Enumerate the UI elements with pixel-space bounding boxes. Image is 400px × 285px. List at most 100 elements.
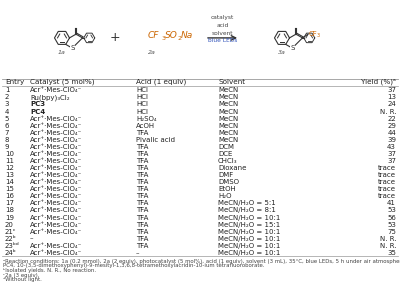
Text: SO: SO: [165, 31, 178, 40]
Text: Catalyst (5 mol%): Catalyst (5 mol%): [30, 79, 94, 86]
Text: N. R.: N. R.: [380, 243, 396, 249]
Text: Yield (%)ᵃ: Yield (%)ᵃ: [361, 79, 396, 86]
Text: Acr⁺·Mes-ClO₄⁻: Acr⁺·Mes-ClO₄⁻: [30, 151, 82, 157]
Text: ᵇIsolated yields. N. R., No reaction.: ᵇIsolated yields. N. R., No reaction.: [3, 268, 96, 273]
Text: Acr⁺·Mes-ClO₄⁻: Acr⁺·Mes-ClO₄⁻: [30, 130, 82, 136]
Text: TFA: TFA: [136, 236, 148, 242]
Text: MeCN/H₂O = 5:1: MeCN/H₂O = 5:1: [218, 200, 276, 206]
Text: Acr⁺·Mes-ClO₄⁻: Acr⁺·Mes-ClO₄⁻: [30, 186, 82, 192]
Text: Acr⁺·Mes-ClO₄⁻: Acr⁺·Mes-ClO₄⁻: [30, 165, 82, 171]
Text: Solvent: Solvent: [218, 79, 245, 85]
Text: 56: 56: [387, 215, 396, 221]
Text: 43: 43: [387, 144, 396, 150]
Text: Acr⁺·Mes-ClO₄⁻: Acr⁺·Mes-ClO₄⁻: [30, 144, 82, 150]
Text: Na: Na: [181, 31, 193, 40]
Text: Acr⁺·Mes-ClO₄⁻: Acr⁺·Mes-ClO₄⁻: [30, 193, 82, 199]
Text: 4: 4: [5, 109, 9, 115]
Text: ᵈWithout light.: ᵈWithout light.: [3, 277, 42, 282]
Text: 44: 44: [387, 130, 396, 136]
Text: 13: 13: [387, 94, 396, 100]
Text: MeCN/H₂O = 10:1: MeCN/H₂O = 10:1: [218, 229, 280, 235]
Text: Acr⁺·Mes-ClO₄⁻: Acr⁺·Mes-ClO₄⁻: [30, 116, 82, 122]
Text: MeCN: MeCN: [218, 94, 238, 100]
Text: TFA: TFA: [136, 151, 148, 157]
Text: 19: 19: [5, 215, 14, 221]
Text: TFA: TFA: [136, 243, 148, 249]
Text: 17: 17: [5, 200, 14, 206]
Text: Acr⁺·Mes-ClO₄⁻: Acr⁺·Mes-ClO₄⁻: [30, 215, 82, 221]
Text: TFA: TFA: [136, 215, 148, 221]
Text: 13: 13: [5, 172, 14, 178]
Text: CF: CF: [148, 31, 159, 40]
Text: 1a: 1a: [58, 50, 66, 55]
Text: trace: trace: [378, 165, 396, 171]
Text: 2: 2: [178, 36, 182, 41]
Text: PC3: PC3: [30, 101, 45, 107]
Text: 3: 3: [5, 101, 9, 107]
Text: PC4, 10-(3,5-dimethoxyphenyl)-9-mesityl-1,3,6,8-tetramethoxylacridin-10-ium tetr: PC4, 10-(3,5-dimethoxyphenyl)-9-mesityl-…: [3, 264, 265, 268]
Text: 5: 5: [5, 116, 9, 122]
Text: 24ᵇ: 24ᵇ: [5, 250, 16, 256]
Text: 3a: 3a: [278, 50, 286, 55]
Text: TFA: TFA: [136, 179, 148, 185]
Text: 9: 9: [5, 144, 9, 150]
Text: 53: 53: [387, 221, 396, 227]
Text: MeCN: MeCN: [218, 116, 238, 122]
Text: solvent: solvent: [212, 31, 233, 36]
Text: ᶜ2a (3 equiv).: ᶜ2a (3 equiv).: [3, 273, 40, 278]
Text: S: S: [290, 45, 294, 51]
Text: catalyst: catalyst: [211, 15, 234, 21]
Text: CHCl₃: CHCl₃: [218, 158, 238, 164]
Text: Acr⁺·Mes-ClO₄⁻: Acr⁺·Mes-ClO₄⁻: [30, 179, 82, 185]
Text: 2: 2: [5, 94, 9, 100]
Text: Acr⁺·Mes-ClO₄⁻: Acr⁺·Mes-ClO₄⁻: [30, 172, 82, 178]
Text: Acr⁺·Mes-ClO₄⁻: Acr⁺·Mes-ClO₄⁻: [30, 123, 82, 129]
Text: 22ᵇ: 22ᵇ: [5, 236, 16, 242]
Text: Acr⁺·Mes-ClO₄⁻: Acr⁺·Mes-ClO₄⁻: [30, 243, 82, 249]
Text: 24: 24: [387, 101, 396, 107]
Text: trace: trace: [378, 193, 396, 199]
Text: Pivalic acid: Pivalic acid: [136, 137, 175, 143]
Text: TFA: TFA: [136, 158, 148, 164]
Text: MeCN/H₂O = 15:1: MeCN/H₂O = 15:1: [218, 221, 280, 227]
Text: MeCN: MeCN: [218, 130, 238, 136]
Text: Ru(bpy)₃Cl₂: Ru(bpy)₃Cl₂: [30, 94, 70, 101]
Text: Acr⁺·Mes-ClO₄⁻: Acr⁺·Mes-ClO₄⁻: [30, 158, 82, 164]
Text: MeCN: MeCN: [218, 123, 238, 129]
Text: TFA: TFA: [136, 229, 148, 235]
Text: TFA: TFA: [136, 193, 148, 199]
Text: MeCN: MeCN: [218, 87, 238, 93]
Text: TFA: TFA: [136, 207, 148, 213]
Text: Acid (1 equiv): Acid (1 equiv): [136, 79, 186, 86]
Text: trace: trace: [378, 186, 396, 192]
Text: 35: 35: [387, 250, 396, 256]
Text: MeCN/H₂O = 10:1: MeCN/H₂O = 10:1: [218, 250, 280, 256]
Text: PC4: PC4: [30, 109, 45, 115]
Text: MeCN/H₂O = 10:1: MeCN/H₂O = 10:1: [218, 243, 280, 249]
Text: N. R.: N. R.: [380, 236, 396, 242]
Text: MeCN/H₂O = 10:1: MeCN/H₂O = 10:1: [218, 215, 280, 221]
Text: MeCN: MeCN: [218, 109, 238, 115]
Text: TFA: TFA: [136, 144, 148, 150]
Text: 6: 6: [5, 123, 9, 129]
Text: 8: 8: [5, 137, 9, 143]
Text: DMSO: DMSO: [218, 179, 239, 185]
Text: 41: 41: [387, 200, 396, 206]
Text: trace: trace: [378, 179, 396, 185]
Text: HCl: HCl: [136, 87, 148, 93]
Text: HCl: HCl: [136, 109, 148, 115]
Text: trace: trace: [378, 172, 396, 178]
Text: Acr⁺·Mes-ClO₄⁻: Acr⁺·Mes-ClO₄⁻: [30, 250, 82, 256]
Text: MeCN: MeCN: [218, 137, 238, 143]
Text: Acr⁺·Mes-ClO₄⁻: Acr⁺·Mes-ClO₄⁻: [30, 229, 82, 235]
Text: Acr⁺·Mes-ClO₄⁻: Acr⁺·Mes-ClO₄⁻: [30, 221, 82, 227]
Text: 7: 7: [5, 130, 9, 136]
Text: 15: 15: [5, 186, 14, 192]
Text: H₂SO₄: H₂SO₄: [136, 116, 157, 122]
Text: 22: 22: [387, 116, 396, 122]
Text: Entry: Entry: [5, 79, 24, 85]
Text: TFA: TFA: [136, 172, 148, 178]
Text: 23ᵇᵈ: 23ᵇᵈ: [5, 243, 20, 249]
Text: HCl: HCl: [136, 101, 148, 107]
Text: 20: 20: [5, 221, 14, 227]
